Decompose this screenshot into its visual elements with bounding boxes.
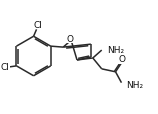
Text: Cl: Cl: [0, 63, 9, 72]
Text: NH₂: NH₂: [107, 45, 124, 54]
Text: O: O: [119, 55, 126, 64]
Text: Cl: Cl: [33, 21, 42, 30]
Text: O: O: [67, 34, 74, 43]
Text: NH₂: NH₂: [126, 80, 143, 89]
